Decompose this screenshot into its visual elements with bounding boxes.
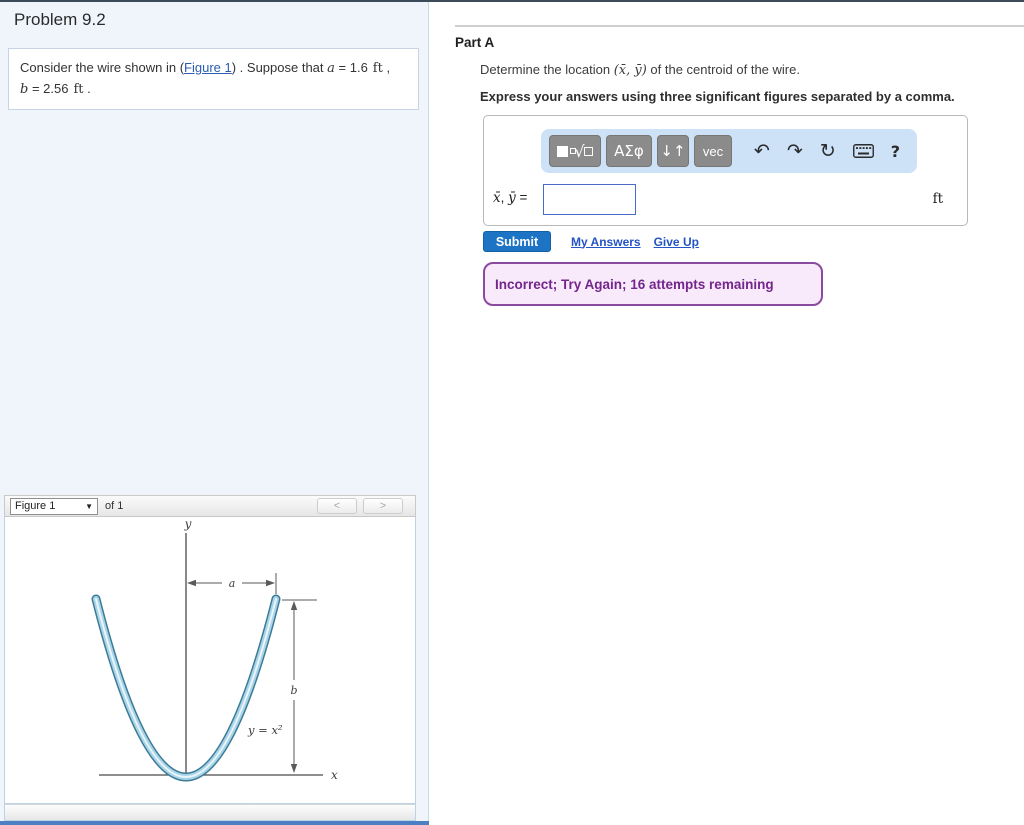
figure-link[interactable]: Figure 1	[184, 60, 232, 75]
answer-area: √ ΑΣφ ↓↑ vec ↶ ↷ ↻ ? x̄, ȳ = ft	[483, 115, 968, 226]
prev-figure-button[interactable]: <	[317, 498, 357, 514]
chevron-right-icon: >	[379, 500, 387, 512]
value-a: = 1.6	[334, 60, 368, 75]
equation-templates-button[interactable]: √	[549, 135, 601, 167]
prompt-text: of the centroid of the wire.	[646, 62, 800, 77]
equation-toolbar: √ ΑΣφ ↓↑ vec ↶ ↷ ↻ ?	[541, 129, 917, 173]
unit-a: ft	[372, 61, 383, 76]
reset-button[interactable]: ↻	[819, 139, 836, 162]
var-b: b	[20, 82, 29, 97]
part-a-panel: Part A Determine the location (x̄, ȳ) of…	[429, 2, 1024, 825]
submit-row: Submit My Answers Give Up	[483, 231, 699, 252]
prompt-math: (x̄, ȳ)	[613, 63, 647, 78]
problem-panel: Problem 9.2 Consider the wire shown in (…	[0, 2, 429, 821]
keyboard-icon	[852, 144, 874, 158]
panel-bottom-border	[0, 821, 429, 825]
figure-toolbar: Figure 1 ▼ of 1 < >	[4, 495, 416, 517]
figure-select[interactable]: Figure 1 ▼	[10, 497, 98, 515]
figure-footer	[4, 804, 416, 821]
arrowhead	[290, 764, 298, 773]
answer-input[interactable]	[543, 184, 636, 215]
statement-text: ) . Suppose that	[231, 60, 328, 75]
section-divider	[455, 25, 1024, 27]
feedback-box: Incorrect; Try Again; 16 attempts remain…	[483, 262, 823, 306]
answer-instruction: Express your answers using three signifi…	[480, 89, 955, 104]
part-prompt: Determine the location (x̄, ȳ) of the ce…	[480, 62, 800, 78]
page-top-border	[0, 0, 1024, 2]
wire-figure: y x a b y = x²	[91, 517, 338, 782]
dim-b-label: b	[290, 684, 297, 697]
part-heading: Part A	[455, 35, 495, 50]
x-axis-label: x	[331, 768, 338, 782]
radicand-box-icon	[583, 146, 593, 156]
statement-text: ,	[382, 60, 391, 75]
greek-symbols-button[interactable]: ΑΣφ	[606, 135, 652, 167]
next-figure-button[interactable]: >	[363, 498, 403, 514]
arrows-button[interactable]: ↓↑	[657, 135, 689, 167]
keyboard-shortcuts-button[interactable]	[852, 144, 874, 158]
x-bar-symbol: x̄	[493, 190, 501, 206]
reset-icon: ↻	[819, 139, 836, 162]
arrowhead	[266, 579, 275, 587]
figure-select-value: Figure 1	[15, 500, 56, 512]
redo-icon: ↷	[786, 139, 803, 162]
chevron-down-icon: ▼	[85, 501, 93, 511]
answer-label-comma: ,	[500, 190, 509, 205]
prompt-text: Determine the location	[480, 62, 614, 77]
submit-button[interactable]: Submit	[483, 231, 551, 252]
help-button[interactable]: ?	[890, 141, 901, 161]
exponent-box-icon	[570, 148, 577, 154]
figure-count-label: of 1	[105, 500, 124, 512]
curve-equation-label: y = x²	[247, 723, 283, 737]
vector-button[interactable]: vec	[694, 135, 732, 167]
y-axis-label: y	[184, 517, 192, 531]
undo-button[interactable]: ↶	[754, 139, 770, 162]
answer-label: x̄, ȳ =	[493, 190, 527, 206]
redo-button[interactable]: ↷	[786, 139, 803, 162]
chevron-left-icon: <	[333, 500, 341, 512]
undo-icon: ↶	[754, 139, 770, 162]
figure-nav: < >	[317, 498, 403, 514]
arrowhead	[290, 601, 298, 610]
statement-text: .	[83, 81, 91, 96]
y-bar-symbol: ȳ	[508, 190, 516, 206]
give-up-link[interactable]: Give Up	[653, 234, 699, 249]
filled-square-icon	[557, 145, 569, 157]
var-a: a	[327, 61, 335, 76]
page-title: Problem 9.2	[14, 10, 106, 29]
answer-unit: ft	[932, 191, 943, 207]
problem-statement: Consider the wire shown in (Figure 1) . …	[8, 48, 419, 110]
dim-a-label: a	[229, 577, 236, 590]
radical-icon: √	[574, 141, 585, 161]
arrowhead	[187, 579, 196, 587]
my-answers-link[interactable]: My Answers	[571, 234, 641, 249]
value-b: = 2.56	[28, 81, 69, 96]
feedback-message: Incorrect; Try Again; 16 attempts remain…	[495, 276, 774, 292]
equals-sign: =	[515, 190, 528, 205]
wire-highlight	[95, 598, 277, 778]
figure-canvas: y x a b y = x²	[4, 517, 416, 804]
figure-widget: Figure 1 ▼ of 1 < > y x	[4, 495, 416, 821]
statement-text: Consider the wire shown in (	[20, 60, 185, 75]
unit-b: ft	[73, 82, 84, 97]
